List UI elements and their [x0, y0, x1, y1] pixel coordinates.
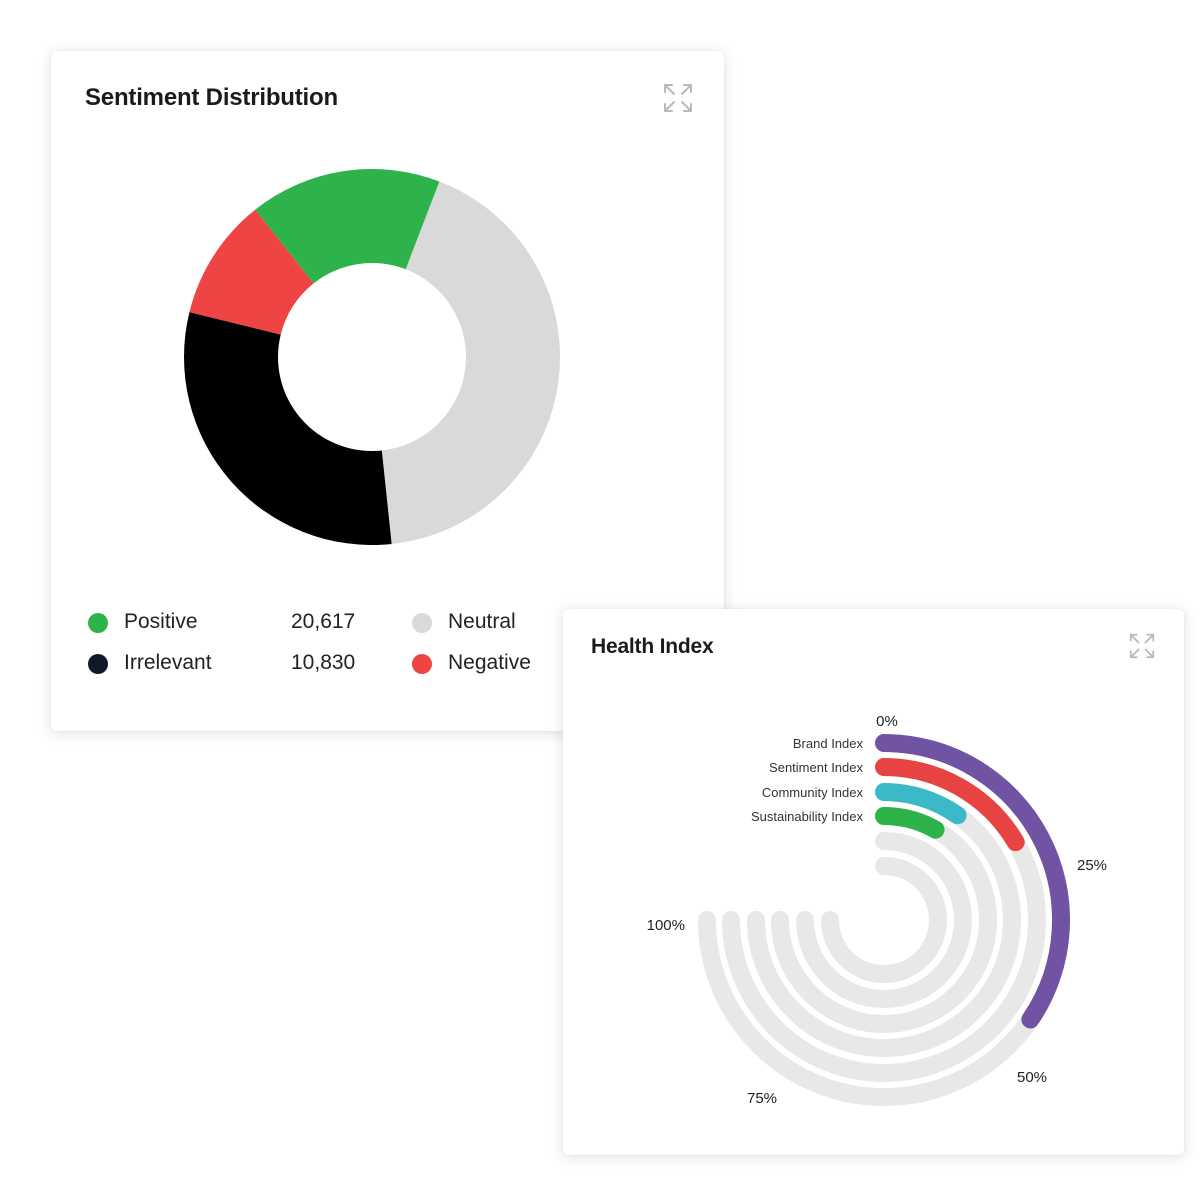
legend-value: 10,830 [291, 651, 356, 674]
radial-track [747, 783, 1021, 1057]
axis-tick-label: 25% [1077, 857, 1107, 874]
expand-icon[interactable] [1129, 633, 1155, 659]
legend-label: Irrelevant [124, 651, 212, 674]
legend-label: Negative [448, 651, 531, 674]
series-label-sentiment-index: Sentiment Index [769, 760, 863, 775]
radial-track [771, 807, 997, 1033]
sentiment-distribution-card: Sentiment Distribution Positive 20,617 Neu… [51, 51, 724, 731]
sentiment-card-title: Sentiment Distribution [85, 84, 338, 111]
axis-tick-label: 75% [747, 1090, 777, 1107]
legend-item-neutral: Neutral [412, 608, 516, 638]
legend-dot-neutral [412, 613, 432, 633]
axis-tick-label: 0% [876, 713, 898, 730]
radial-bar-sentiment-index [875, 758, 1025, 852]
series-label-community-index: Community Index [762, 785, 864, 800]
legend-label: Neutral [448, 610, 516, 633]
legend-item-irrelevant: Irrelevant 10,830 [88, 649, 355, 679]
donut-slice-irrelevant [184, 312, 392, 545]
legend-dot-negative [412, 654, 432, 674]
donut-slice-neutral [381, 181, 560, 544]
axis-tick-label: 50% [1017, 1069, 1047, 1086]
radial-track [821, 857, 947, 983]
legend-item-negative: Negative [412, 649, 531, 679]
axis-tick-label: 100% [647, 917, 685, 934]
radial-track [796, 832, 972, 1008]
donut-slice-negative [189, 209, 314, 335]
sentiment-donut-chart [184, 169, 560, 545]
donut-slice-positive [255, 169, 440, 284]
legend-dot-irrelevant [88, 654, 108, 674]
radial-bar-sustainability-index [875, 807, 945, 839]
legend-label: Positive [124, 610, 198, 633]
health-index-card: Health Index Brand Index Sentiment Index C… [563, 609, 1184, 1155]
radial-bar-brand-index [875, 734, 1070, 1029]
expand-icon[interactable] [663, 83, 693, 113]
health-card-title: Health Index [591, 635, 714, 658]
legend-dot-positive [88, 613, 108, 633]
radial-bar-community-index [875, 783, 967, 825]
series-label-brand-index: Brand Index [793, 736, 864, 751]
health-radial-chart: Brand Index Sentiment Index Community Inde… [647, 713, 1107, 1107]
legend-value: 20,617 [291, 610, 356, 633]
series-label-sustainability-index: Sustainability Index [751, 809, 864, 824]
legend-item-positive: Positive 20,617 [88, 608, 355, 638]
